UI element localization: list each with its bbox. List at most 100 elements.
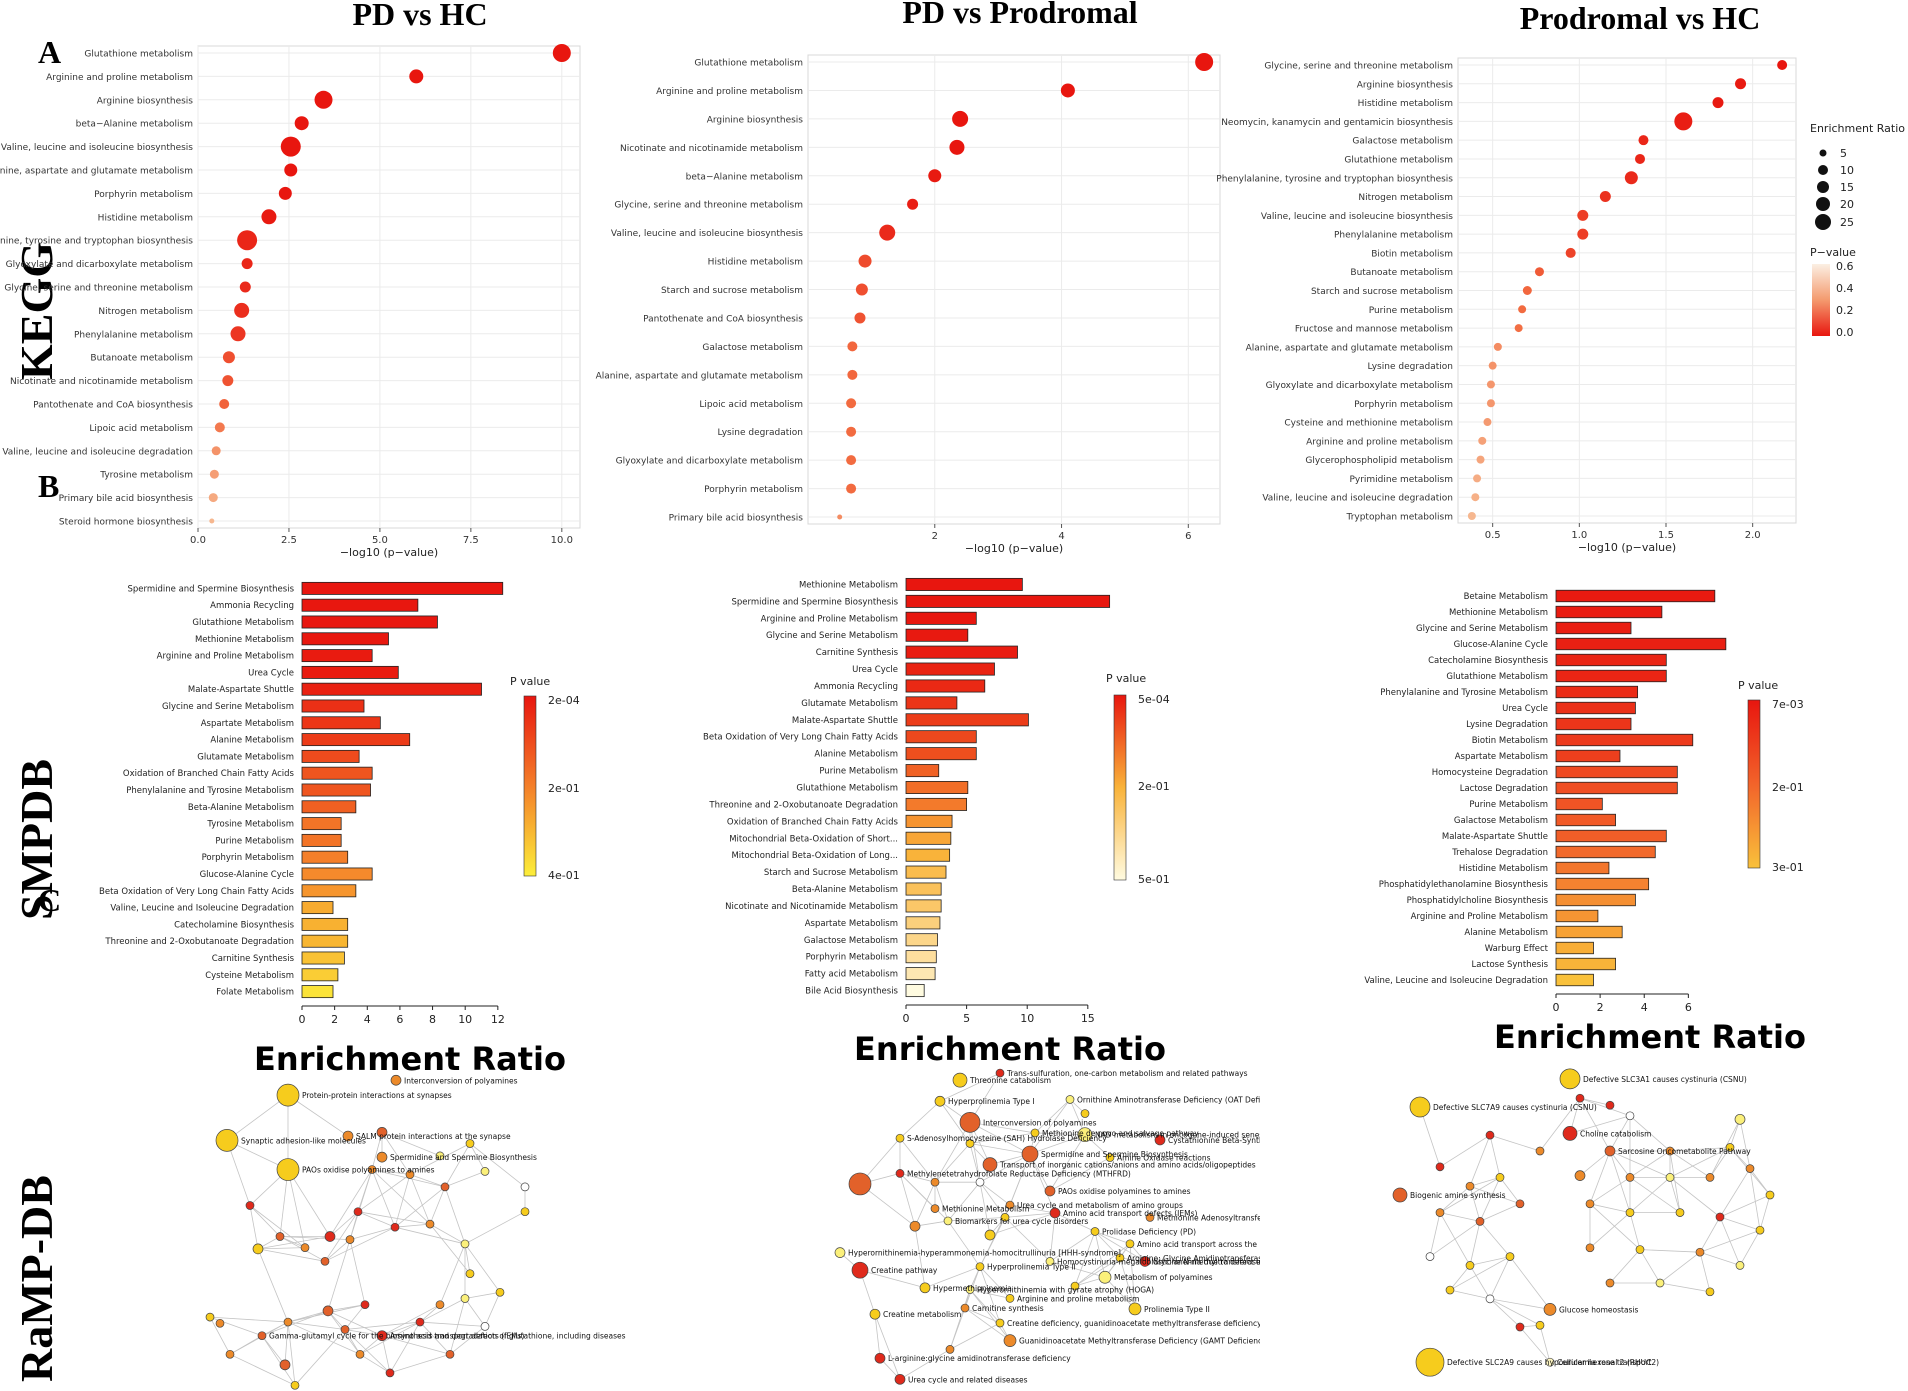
panel-letter-a: A bbox=[38, 34, 62, 70]
network-edge bbox=[1629, 1212, 1641, 1250]
network-edge bbox=[1629, 1177, 1671, 1213]
kegg-color-legend-title: P−value bbox=[1810, 246, 1856, 259]
data-point bbox=[846, 426, 857, 437]
network-edge bbox=[1049, 1231, 1096, 1262]
network-edge bbox=[279, 1236, 351, 1240]
bar bbox=[1555, 861, 1610, 875]
bar bbox=[1555, 765, 1678, 779]
network-edge bbox=[1629, 1115, 1671, 1152]
bar bbox=[301, 716, 381, 730]
data-point bbox=[209, 469, 219, 479]
network-node bbox=[919, 1282, 931, 1294]
network-edge bbox=[1074, 1257, 1121, 1287]
network-node bbox=[1625, 1173, 1635, 1182]
network-node bbox=[276, 1083, 300, 1107]
network-node bbox=[975, 1262, 985, 1272]
network-edge bbox=[1469, 1185, 1521, 1205]
network-edge bbox=[969, 1132, 1036, 1144]
network-node-label: Arginine and proline metabolism bbox=[1017, 1294, 1139, 1303]
y-tick-label: Arginine and Proline Metabolism bbox=[1411, 912, 1548, 922]
data-point bbox=[409, 69, 424, 84]
y-tick-label: Glutathione metabolism bbox=[84, 50, 193, 60]
data-point bbox=[208, 493, 218, 503]
title-prodromal-vs-hc: Prodromal vs HC bbox=[1519, 0, 1761, 36]
network-node bbox=[1765, 1190, 1775, 1200]
network-edge bbox=[949, 1307, 966, 1350]
network-node-label: Protein-protein interactions at synapses bbox=[302, 1091, 452, 1100]
bar bbox=[905, 967, 936, 981]
data-point bbox=[280, 136, 301, 157]
network-edge bbox=[924, 1266, 981, 1289]
network-edge bbox=[949, 1322, 1001, 1350]
network-edge bbox=[357, 1174, 411, 1213]
network-node bbox=[495, 1287, 505, 1297]
network-edge bbox=[1479, 1203, 1521, 1222]
network-node bbox=[290, 1380, 300, 1390]
x-tick-label: 0 bbox=[903, 1012, 910, 1025]
network-node bbox=[385, 1368, 395, 1378]
network-node-label: Amino acid transport defects (IEMs) bbox=[1063, 1209, 1197, 1218]
x-tick-label: 0.0 bbox=[190, 535, 206, 546]
x-tick-label: 2.0 bbox=[1745, 530, 1761, 541]
title-pd-vs-prodromal: PD vs Prodromal bbox=[902, 0, 1138, 30]
x-tick-label: 6 bbox=[396, 1013, 403, 1026]
y-tick-label: Lactose Degradation bbox=[1460, 784, 1548, 794]
y-tick-label: Betaine Metabolism bbox=[1464, 592, 1548, 602]
data-point bbox=[214, 422, 225, 433]
bar bbox=[301, 951, 345, 965]
network-edge bbox=[934, 1143, 971, 1183]
network-edge bbox=[344, 1304, 366, 1330]
network-edge bbox=[1489, 1256, 1511, 1300]
y-tick-label: Glycine, serine and threonine metabolism bbox=[614, 201, 803, 211]
kegg-plot-kegg2: Glutathione metabolism Arginine and proli… bbox=[596, 53, 1221, 555]
network-node bbox=[869, 1308, 881, 1320]
bar bbox=[905, 594, 1111, 608]
network-edge bbox=[899, 1173, 949, 1222]
y-tick-label: Biotin Metabolism bbox=[1472, 736, 1548, 746]
data-point bbox=[1599, 191, 1611, 203]
network-node bbox=[1574, 1170, 1586, 1181]
network-edge bbox=[444, 1171, 486, 1188]
network-node bbox=[520, 1207, 530, 1217]
bar bbox=[301, 665, 399, 679]
network-node bbox=[1559, 1068, 1581, 1090]
network-node bbox=[995, 1318, 1005, 1328]
x-tick-label: 7.5 bbox=[463, 535, 479, 546]
bar bbox=[301, 833, 342, 847]
kegg-colorbar-tick: 0.4 bbox=[1836, 282, 1854, 295]
y-tick-label: Beta-Alanine Metabolism bbox=[792, 885, 898, 895]
network-edge bbox=[226, 1094, 289, 1141]
network-node bbox=[480, 1167, 490, 1176]
y-tick-label: Porphyrin Metabolism bbox=[806, 953, 898, 963]
y-tick-label: Threonine and 2-Oxobutanoate Degradation bbox=[104, 937, 294, 947]
network-node bbox=[1115, 1253, 1125, 1263]
network-node bbox=[215, 1129, 239, 1152]
network-edge bbox=[1104, 1276, 1136, 1310]
y-tick-label: Folate Metabolism bbox=[216, 988, 294, 998]
data-point bbox=[222, 375, 234, 387]
network-node-label: Biogenic amine synthesis bbox=[1410, 1191, 1506, 1200]
y-tick-label: Valine, leucine and isoleucine biosynthe… bbox=[611, 229, 803, 239]
network-node-label: PAOs oxidise polyamines to amines bbox=[302, 1166, 435, 1175]
network-node bbox=[1665, 1173, 1675, 1182]
network-node-label: Amino acid transport across the plasma m… bbox=[1137, 1240, 1260, 1249]
network-node bbox=[1585, 1199, 1595, 1209]
network-edge bbox=[349, 1169, 373, 1240]
network-node-label: Biomarkers for urea cycle disorders bbox=[955, 1217, 1088, 1226]
network-edge bbox=[969, 1122, 1031, 1155]
network-node bbox=[1675, 1208, 1685, 1217]
y-tick-label: Alanine, aspartate and glutamate metabol… bbox=[596, 371, 803, 381]
network-edge bbox=[1589, 1177, 1631, 1205]
network-edge bbox=[394, 1226, 466, 1245]
network-node bbox=[1445, 1285, 1455, 1295]
network-node bbox=[1415, 1347, 1445, 1377]
data-point bbox=[237, 230, 258, 251]
network-node bbox=[480, 1322, 490, 1331]
network-edge bbox=[1449, 1289, 1491, 1300]
network-edge bbox=[1439, 1177, 1501, 1213]
y-tick-label: Alanine Metabolism bbox=[814, 750, 898, 760]
network-edge bbox=[1709, 1147, 1731, 1178]
network-node bbox=[276, 1158, 300, 1181]
smpdb2-colorbar-tick: 2e-01 bbox=[1138, 780, 1170, 793]
